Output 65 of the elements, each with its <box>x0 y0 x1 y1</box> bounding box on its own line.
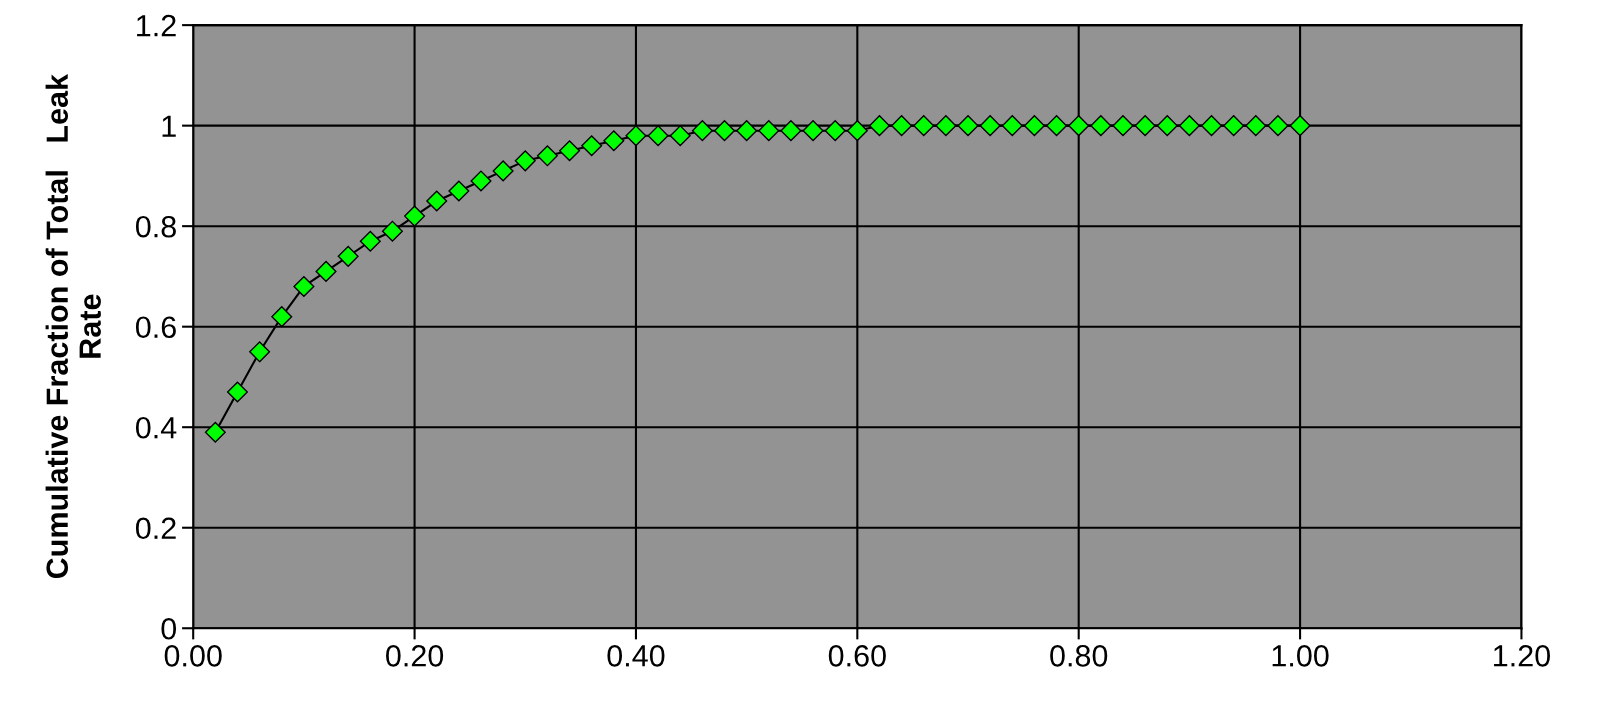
point <box>625 125 647 147</box>
point <box>1090 115 1112 137</box>
point <box>381 220 403 242</box>
point <box>824 120 846 142</box>
y-tick-label: 1.2 <box>137 14 176 37</box>
y-tick-label: 1 <box>162 115 176 137</box>
point <box>315 260 337 282</box>
point <box>891 115 913 137</box>
x-tick-label: 1.00 <box>1272 645 1329 667</box>
y-tick-label: 0 <box>161 617 177 640</box>
point <box>337 245 359 267</box>
x-tick-label: 0.00 <box>164 645 222 667</box>
point <box>913 115 935 137</box>
point <box>802 120 824 142</box>
point <box>935 115 957 137</box>
point <box>846 120 868 142</box>
point <box>736 120 758 142</box>
point <box>1201 115 1223 137</box>
point <box>780 120 802 142</box>
y-axis-title: Cumulative Fraction of Total Leak Rate <box>45 73 101 579</box>
point <box>691 120 713 142</box>
point <box>713 120 736 142</box>
point <box>426 190 448 212</box>
x-tick-label: 1.20 <box>1494 645 1550 667</box>
point <box>758 120 780 142</box>
x-tick-label: 0.80 <box>1050 645 1108 667</box>
point <box>1156 115 1178 137</box>
point <box>470 170 492 192</box>
y-tick-label: 0.2 <box>135 517 176 540</box>
point <box>271 306 293 328</box>
point <box>957 115 979 137</box>
point <box>1068 115 1090 137</box>
point <box>559 140 581 162</box>
point <box>536 145 558 167</box>
y-tick-label: 0.4 <box>135 416 177 439</box>
point <box>868 115 890 137</box>
point <box>1046 115 1068 137</box>
point <box>1289 115 1311 137</box>
point <box>226 381 248 403</box>
point <box>448 180 470 202</box>
x-tick-label: 0.40 <box>607 645 665 667</box>
point <box>647 125 669 147</box>
point <box>1245 115 1267 137</box>
point <box>359 230 381 252</box>
point <box>1223 115 1245 137</box>
point <box>669 125 691 147</box>
point <box>1112 115 1134 137</box>
x-tick-label: 0.20 <box>386 645 444 667</box>
point <box>979 115 1001 137</box>
point <box>581 135 603 157</box>
point <box>249 341 271 363</box>
point <box>204 421 226 443</box>
point <box>1178 115 1200 137</box>
point <box>603 130 625 152</box>
y-tick-label: 0.6 <box>135 316 176 339</box>
point <box>492 160 514 182</box>
x-tick-label: 0.60 <box>828 645 886 667</box>
point <box>1134 115 1156 137</box>
point <box>293 275 315 297</box>
point <box>1001 115 1023 137</box>
point <box>1023 115 1045 137</box>
point <box>404 205 426 227</box>
point <box>1267 115 1289 137</box>
y-tick-label: 0.8 <box>135 215 176 238</box>
point <box>514 150 536 172</box>
